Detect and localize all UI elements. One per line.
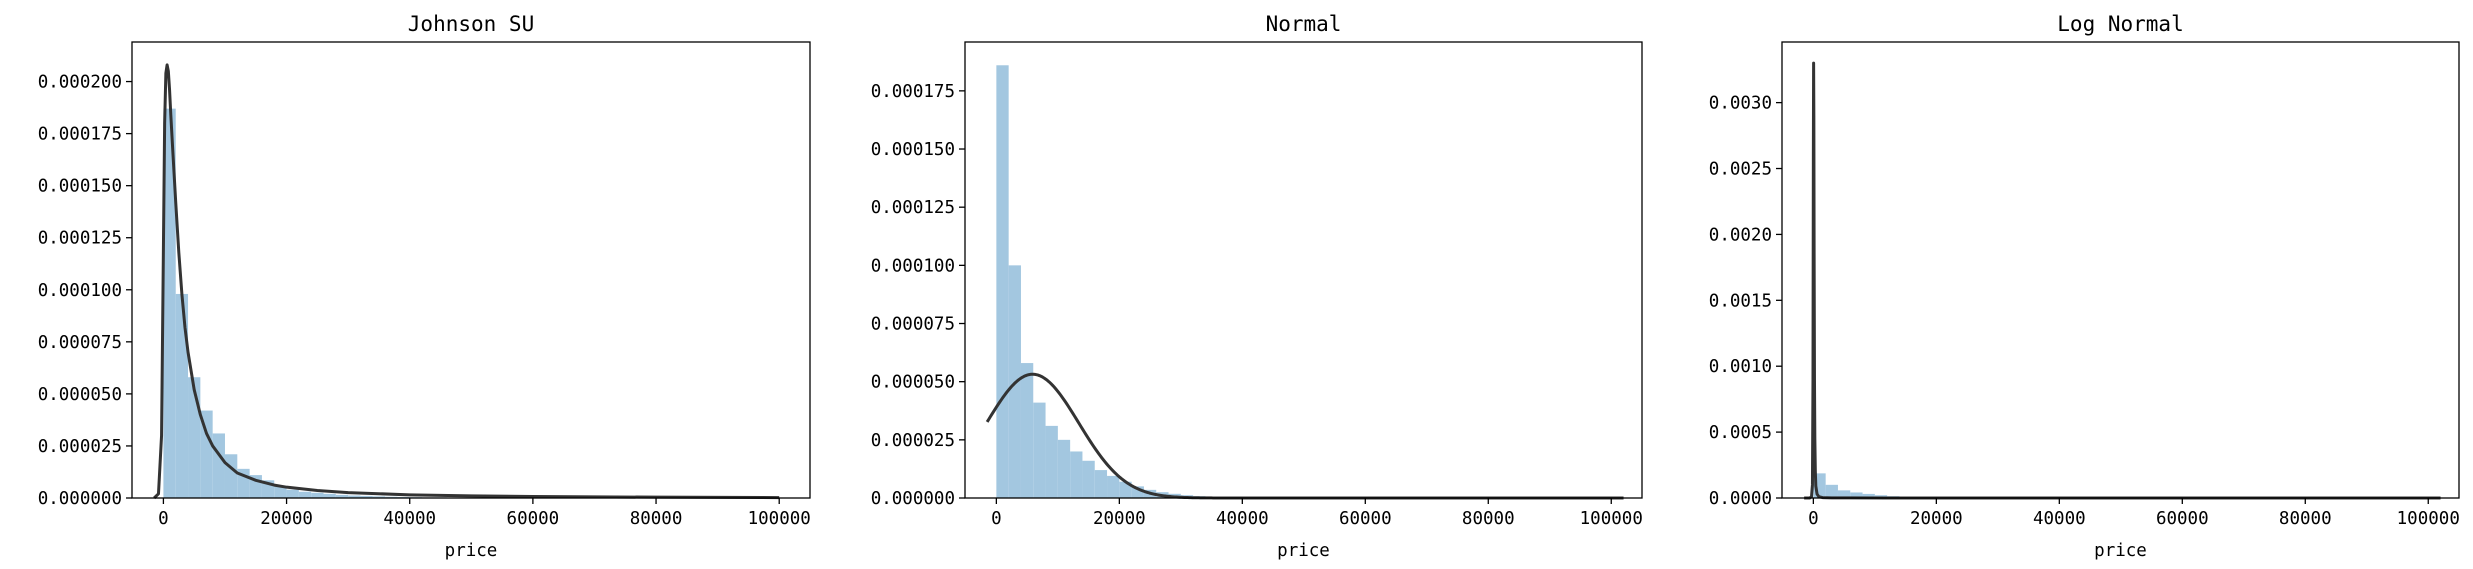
axes-frame [1781,41,2460,499]
x-tick-label: 60000 [2156,509,2209,529]
chart-panel: 0 20000 40000 60000 80000 100000 0.0000 0.0005 0… [1709,12,2460,561]
histogram-bar [212,433,225,498]
x-tick-label: 80000 [1462,509,1515,529]
chart-panel: 0 20000 40000 60000 80000 100000 0.000000 0.000… [38,12,811,561]
y-tick-label: 0.000100 [871,256,955,276]
histogram-bar [1070,451,1083,498]
chart-title: Johnson SU [408,12,534,36]
x-tick-label: 0 [1808,509,1819,529]
x-tick-label: 80000 [630,509,683,529]
y-tick-label: 0.000025 [38,437,122,457]
histogram-bar [1094,470,1108,498]
y-tick-label: 0.000150 [871,140,955,160]
y-tick-label: 0.000025 [871,431,955,451]
x-tick-label: 20000 [1093,509,1146,529]
histogram-bar [1837,490,1851,498]
x-axis-label: price [445,541,498,561]
chart-title: Log Normal [2057,12,2183,36]
histogram-bar [286,489,299,498]
histogram-bar [1045,425,1058,498]
histogram-bar [163,108,176,499]
histogram-bar [274,486,287,498]
x-tick-label: 0 [158,509,169,529]
y-tick-label: 0.0025 [1709,160,1772,180]
histogram-bar [311,492,324,498]
fit-curve [153,63,780,500]
histogram-bar [1850,492,1863,498]
x-tick-label: 60000 [507,509,560,529]
y-tick-label: 0.000075 [871,315,955,335]
histogram-bar [298,491,312,498]
y-tick-label: 0.0005 [1709,423,1772,443]
x-tick-label: 100000 [2397,509,2460,529]
histogram-bar [224,454,238,498]
histogram-bar [360,495,373,498]
y-tick-label: 0.000150 [38,177,122,197]
histogram-bar [348,495,361,498]
histogram-bar [1119,481,1132,498]
x-axis-label: price [2094,541,2147,561]
y-tick-label: 0.000050 [871,373,955,393]
x-tick-label: 20000 [260,509,313,529]
histogram-bar [200,410,213,498]
y-tick-label: 0.000175 [871,82,955,102]
y-tick-label: 0.0000 [1709,489,1772,509]
x-tick-label: 80000 [2279,509,2332,529]
axes-frame [131,41,811,499]
x-tick-label: 40000 [383,509,436,529]
histogram-bar [175,293,189,498]
y-tick-label: 0.0010 [1709,357,1772,377]
fit-curve [1804,61,2441,500]
y-tick-label: 0.0015 [1709,291,1772,311]
y-tick-label: 0.000125 [871,198,955,218]
histogram-bar [1082,460,1095,498]
histogram-bar [996,65,1009,498]
x-tick-label: 100000 [748,509,811,529]
x-tick-label: 0 [991,509,1002,529]
y-tick-label: 0.0020 [1709,225,1772,245]
histogram-bar [1033,402,1046,498]
histogram-bar [1825,484,1838,498]
y-tick-label: 0.000050 [38,385,122,405]
y-tick-label: 0.000125 [38,229,122,249]
x-axis-label: price [1277,541,1330,561]
histogram-bar [372,496,386,498]
x-tick-label: 100000 [1580,509,1643,529]
histogram-bar [1862,493,1875,498]
histogram-bar [335,494,349,498]
histogram-bar [1131,486,1144,498]
chart-title: Normal [1266,12,1342,36]
y-tick-label: 0.000075 [38,333,122,353]
x-tick-label: 60000 [1339,509,1392,529]
x-tick-label: 20000 [1910,509,1963,529]
histogram-bar [1057,439,1071,498]
y-tick-label: 0.000000 [38,489,122,509]
y-tick-label: 0.000175 [38,125,122,145]
x-tick-label: 40000 [2033,509,2086,529]
histogram-bar [1020,363,1034,498]
y-tick-label: 0.0030 [1709,94,1772,114]
x-tick-label: 40000 [1216,509,1269,529]
y-tick-label: 0.000200 [38,73,122,93]
axes-frame [964,41,1643,499]
histogram-bars [1813,473,2060,498]
y-tick-label: 0.000100 [38,281,122,301]
y-tick-label: 0.000000 [871,489,955,509]
histogram-bar [323,493,336,498]
chart-panel: 0 20000 40000 60000 80000 100000 0.000000 0.000… [871,12,1643,561]
histogram-bar [1107,475,1120,498]
histogram-bars [996,65,1243,498]
